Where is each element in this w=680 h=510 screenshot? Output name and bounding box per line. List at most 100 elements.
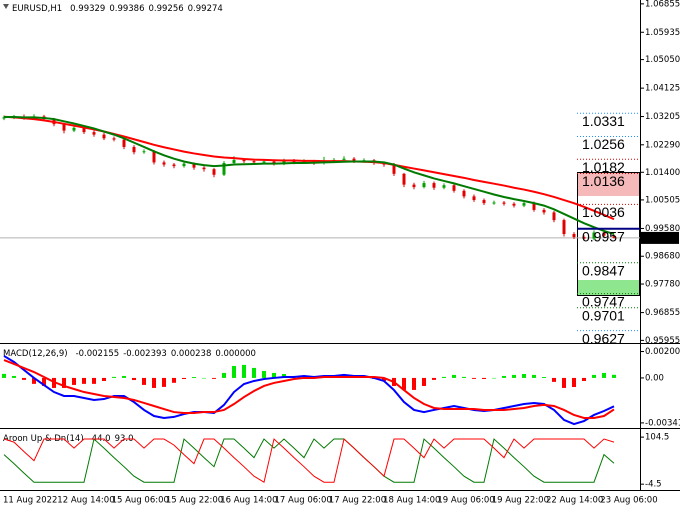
candle-body <box>212 169 216 175</box>
y-tick-label: 0.002004 <box>645 347 680 357</box>
candle-body <box>422 183 426 188</box>
candle-body <box>512 203 516 206</box>
histogram-bar <box>242 364 246 378</box>
header-value: -0.002155 <box>76 349 120 359</box>
candle-body <box>562 220 566 235</box>
candle-body <box>352 158 356 162</box>
candle-body <box>572 234 576 238</box>
histogram-bar <box>432 377 436 380</box>
y-tick-label: 0.98680 <box>645 252 680 262</box>
candle-body <box>462 190 466 197</box>
header-value: 0.99386 <box>109 4 144 14</box>
candle-body <box>442 185 446 188</box>
candle-body <box>592 232 596 239</box>
candle-body <box>152 151 156 163</box>
price-level-label: 1.0136 <box>582 173 625 189</box>
price-level-label: 1.0256 <box>582 136 625 152</box>
histogram-bar <box>112 376 116 378</box>
histogram-bar <box>122 375 126 378</box>
candle-body <box>72 127 76 131</box>
histogram-bar <box>192 377 196 378</box>
price-level-label: 1.0036 <box>582 204 625 220</box>
histogram-bar <box>12 375 16 378</box>
histogram-bar <box>572 377 576 388</box>
header-value: 44.0 <box>92 434 111 444</box>
x-tick-label: 18 Aug 14:00 <box>383 496 440 506</box>
price-level-label: 1.0331 <box>582 113 625 129</box>
y-tick-label: 1.03205 <box>645 112 680 122</box>
y-tick-label: 1.06855 <box>645 0 680 9</box>
histogram-bar <box>382 377 386 381</box>
candle-body <box>112 138 116 140</box>
header-value: 0.99329 <box>70 4 105 14</box>
histogram-bar <box>72 377 76 385</box>
x-tick-label: 22 Aug 14:00 <box>546 496 603 506</box>
moving-average <box>4 116 615 235</box>
y-tick-label: 0.00 <box>645 373 664 383</box>
histogram-bar <box>482 377 486 379</box>
y-tick-label: 0.95955 <box>645 336 680 346</box>
y-tick-label: 104.5 <box>645 433 669 443</box>
candle-body <box>122 139 126 147</box>
x-tick-label: 11 Aug 2022 <box>3 496 57 506</box>
candle-body <box>252 161 256 163</box>
histogram-bar <box>562 377 566 388</box>
histogram-bar <box>272 372 276 378</box>
candle-body <box>342 158 346 160</box>
zone-box <box>577 280 640 295</box>
price-level-label: 1.0182 <box>582 159 625 175</box>
candle-body <box>162 162 166 165</box>
histogram-bar <box>222 372 226 378</box>
histogram-bar <box>182 377 186 379</box>
price-level-label: 0.9747 <box>582 293 625 309</box>
y-tick-label: 0.97780 <box>645 280 680 290</box>
histogram-bar <box>462 376 466 378</box>
histogram-bar <box>442 376 446 378</box>
y-tick-label: -4.5 <box>645 480 662 490</box>
histogram-bar <box>282 373 286 378</box>
y-tick-label: 1.05935 <box>645 28 680 38</box>
histogram-bar <box>472 377 476 379</box>
histogram-bar <box>162 377 166 387</box>
x-tick-label: 19 Aug 06:00 <box>437 496 494 506</box>
header-value: 0.99256 <box>148 4 183 14</box>
candle-body <box>492 202 496 204</box>
zone-frame <box>577 172 640 296</box>
candle-body <box>192 163 196 168</box>
zone-box <box>577 172 640 196</box>
histogram-bar <box>32 377 36 384</box>
candle-body <box>272 161 276 164</box>
symbol-menu-icon[interactable] <box>3 4 9 9</box>
histogram-bar <box>412 377 416 390</box>
histogram-bar <box>202 377 206 379</box>
histogram-bar <box>82 377 86 384</box>
y-tick-label: 0.99580 <box>645 224 680 234</box>
x-tick-label: 15 Aug 22:00 <box>166 496 223 506</box>
histogram-bar <box>22 377 26 380</box>
histogram-bar <box>582 377 586 381</box>
candle-body <box>62 124 66 131</box>
price-level-label: 0.9957 <box>582 228 625 244</box>
header-value: 93.0 <box>115 434 134 444</box>
y-tick-label: 1.00505 <box>645 195 680 205</box>
indicator-title: EURUSD,H1 <box>12 4 62 14</box>
price-level-label: 0.9627 <box>582 330 625 346</box>
histogram-bar <box>42 377 46 386</box>
histogram-bar <box>62 377 66 388</box>
macd-line <box>3 359 615 419</box>
histogram-bar <box>522 373 526 378</box>
price-level-label: 0.9701 <box>582 308 625 324</box>
histogram-bar <box>422 377 426 386</box>
x-tick-label: 17 Aug 22:00 <box>329 496 386 506</box>
histogram-bar <box>552 377 556 382</box>
y-tick-label: 1.04125 <box>645 84 680 94</box>
candle-body <box>432 183 436 188</box>
candle-body <box>232 159 236 164</box>
indicator-title: Aroon Up & Dn(14) <box>3 434 84 444</box>
x-tick-label: 15 Aug 06:00 <box>112 496 169 506</box>
header-value: 0.000000 <box>215 349 256 359</box>
candle-body <box>472 196 476 201</box>
y-tick-label: 1.02290 <box>645 140 680 150</box>
candle-body <box>82 127 86 133</box>
histogram-bar <box>602 372 606 378</box>
